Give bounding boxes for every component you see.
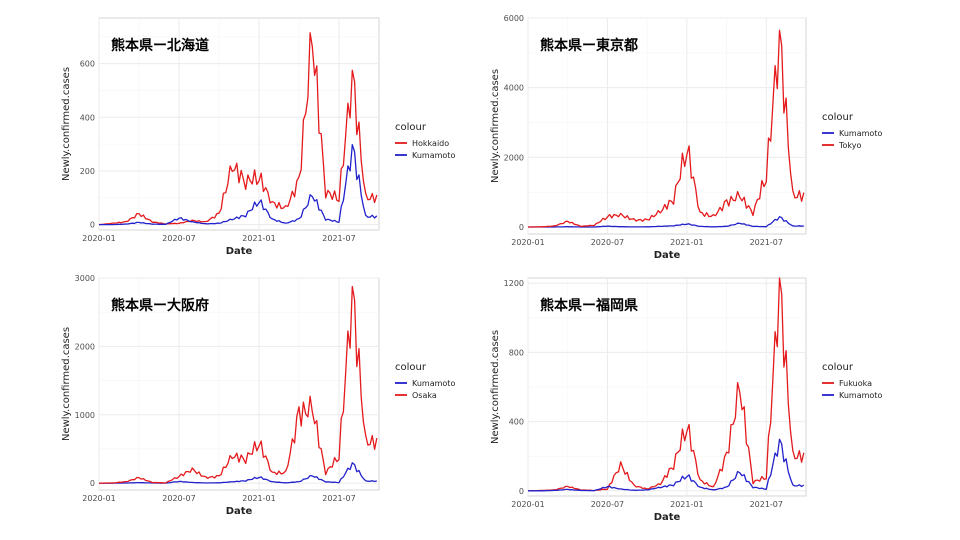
y-tick-label: 1200 xyxy=(504,279,524,288)
chart-svg-tokyo: 0 2000 4000 6000 2020-01 2020-07 2021-01 2021-0… xyxy=(490,14,882,261)
x-axis-title: Date xyxy=(226,506,253,517)
legend-label-fukuoka: Fukuoka xyxy=(839,379,872,388)
legend-title: colour xyxy=(822,362,854,373)
y-tick-label: 400 xyxy=(80,113,95,122)
chart-svg-osaka: 0 1000 2000 3000 2020-01 2020-07 2021-01 2021-0… xyxy=(61,274,455,517)
plot-area-osaka xyxy=(98,277,380,491)
x-tick-label: 2020-01 xyxy=(511,238,544,247)
x-tick-label: 2021-07 xyxy=(750,500,783,509)
panel-title: 熊本県ー北海道 xyxy=(111,37,209,54)
y-axis-title: Newly.confirmed.cases xyxy=(490,330,501,444)
y-tick-label: 2000 xyxy=(75,342,95,351)
series-line-kumamoto xyxy=(528,438,805,492)
y-tick-label: 0 xyxy=(90,221,95,230)
y-tick-label: 800 xyxy=(509,348,524,357)
x-tick-label: 2020-01 xyxy=(82,494,115,503)
legend: colour Hokkaido Kumamoto xyxy=(395,122,455,160)
x-tick-label: 2021-07 xyxy=(322,234,355,243)
legend-title: colour xyxy=(395,362,427,373)
plot-area-hokkaido xyxy=(98,17,380,231)
x-tick-label: 2021-01 xyxy=(670,238,703,247)
legend-label-kumamoto: Kumamoto xyxy=(412,379,455,388)
x-tick-label: 2020-07 xyxy=(591,500,624,509)
y-axis-title: Newly.confirmed.cases xyxy=(490,69,501,183)
x-tick-label: 2020-01 xyxy=(511,500,544,509)
legend-label-kumamoto: Kumamoto xyxy=(839,391,882,400)
x-axis-title: Date xyxy=(654,512,681,523)
legend-title: colour xyxy=(395,122,427,133)
chart-svg-hokkaido: 0 200 400 600 2020-01 2020-07 2021-01 2021-07 Da… xyxy=(61,17,455,257)
y-tick-label: 0 xyxy=(90,479,95,488)
y-tick-label: 2000 xyxy=(504,153,524,162)
chart-panel-osaka: 0 1000 2000 3000 2020-01 2020-07 2021-01 2021-0… xyxy=(55,270,475,535)
x-tick-label: 2020-07 xyxy=(591,238,624,247)
y-tick-label: 400 xyxy=(509,418,524,427)
x-tick-label: 2020-07 xyxy=(162,234,195,243)
series-line-fukuoka xyxy=(527,277,805,492)
y-tick-label: 200 xyxy=(80,167,95,176)
series-line-tokyo xyxy=(528,29,805,228)
y-tick-label: 4000 xyxy=(504,84,524,93)
legend-label-kumamoto: Kumamoto xyxy=(412,151,455,160)
legend-label-kumamoto: Kumamoto xyxy=(839,129,882,138)
legend: colour Fukuoka Kumamoto xyxy=(822,362,882,400)
chart-panel-fukuoka: 0 400 800 1200 2020-01 2020-07 2021-01 2021-07 D… xyxy=(480,270,910,535)
y-tick-label: 6000 xyxy=(504,14,524,23)
series-line-kumamoto xyxy=(99,462,377,484)
legend: colour Kumamoto Osaka xyxy=(395,362,455,400)
legend-label-osaka: Osaka xyxy=(412,391,437,400)
y-tick-label: 600 xyxy=(80,60,95,69)
legend-label-tokyo: Tokyo xyxy=(838,141,862,150)
panel-title: 熊本県ー大阪府 xyxy=(111,297,209,314)
chart-panel-tokyo: 0 2000 4000 6000 2020-01 2020-07 2021-01 2021-0… xyxy=(480,10,910,270)
legend-title: colour xyxy=(822,112,854,123)
y-tick-label: 0 xyxy=(519,223,524,232)
x-tick-label: 2021-01 xyxy=(242,234,275,243)
y-axis-title: Newly.confirmed.cases xyxy=(61,327,72,441)
x-tick-label: 2021-07 xyxy=(322,494,355,503)
series-line-kumamoto xyxy=(528,216,804,228)
series-line-kumamoto xyxy=(99,144,378,226)
panel-title: 熊本県ー福岡県 xyxy=(540,297,638,314)
y-axis-title: Newly.confirmed.cases xyxy=(61,67,72,181)
x-tick-label: 2020-07 xyxy=(162,494,195,503)
series-line-osaka xyxy=(98,285,378,484)
series-line-hokkaido xyxy=(98,32,378,226)
y-tick-label: 3000 xyxy=(75,274,95,283)
chart-panel-hokkaido: 0 200 400 600 2020-01 2020-07 2021-01 2021-07 Da… xyxy=(55,10,475,270)
x-tick-label: 2021-01 xyxy=(670,500,703,509)
chart-svg-fukuoka: 0 400 800 1200 2020-01 2020-07 2021-01 2021-07 D… xyxy=(490,277,882,523)
legend-label-hokkaido: Hokkaido xyxy=(412,139,449,148)
x-tick-label: 2021-07 xyxy=(750,238,783,247)
x-axis-title: Date xyxy=(226,246,253,257)
x-tick-label: 2020-01 xyxy=(82,234,115,243)
panel-title: 熊本県ー東京都 xyxy=(540,37,638,54)
x-axis-title: Date xyxy=(654,250,681,261)
x-tick-label: 2021-01 xyxy=(242,494,275,503)
y-tick-label: 0 xyxy=(519,487,524,496)
y-tick-label: 1000 xyxy=(75,411,95,420)
legend: colour Kumamoto Tokyo xyxy=(822,112,882,150)
